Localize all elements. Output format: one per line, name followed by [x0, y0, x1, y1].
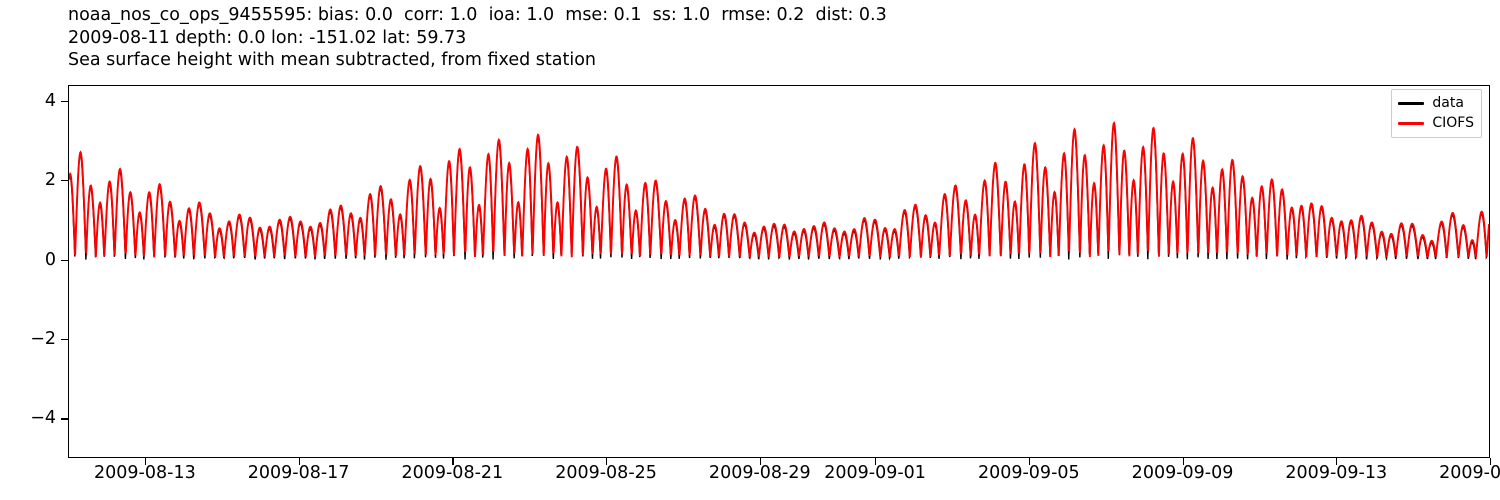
y-tick-label: −2: [30, 328, 56, 349]
y-tick-label: 4: [44, 90, 56, 111]
figure-title: noaa_nos_co_ops_9455595: bias: 0.0 corr:…: [68, 4, 1488, 72]
x-tick-mark: [144, 458, 147, 465]
x-tick-mark: [875, 458, 877, 465]
x-tick-label: 2009-09-09: [1131, 463, 1234, 483]
x-tick-label: 2009-08-29: [708, 463, 811, 483]
x-tick-mark: [606, 458, 608, 465]
plot-area: data CIOFS: [68, 85, 1490, 458]
y-tick-mark: [61, 418, 68, 420]
y-tick-mark: [61, 180, 68, 182]
y-tick-label: −4: [30, 408, 56, 429]
y-tick-mark: [61, 259, 68, 261]
x-tick-label: 2009-09-17: [1439, 463, 1500, 483]
x-tick-label: 2009-09-01: [824, 463, 926, 483]
x-tick-label: 2009-09-05: [977, 463, 1080, 483]
x-tick-label: 2009-08-13: [94, 463, 196, 483]
x-tick-mark: [759, 458, 761, 465]
x-tick-mark: [1490, 458, 1492, 465]
x-tick-label: 2009-08-25: [555, 463, 657, 483]
x-tick-mark: [1028, 458, 1030, 465]
x-tick-mark: [452, 458, 454, 465]
title-line-metrics: noaa_nos_co_ops_9455595: bias: 0.0 corr:…: [68, 5, 887, 25]
title-line-variable: Sea surface height with mean subtracted,…: [68, 50, 596, 70]
x-tick-label: 2009-09-13: [1285, 463, 1388, 483]
title-line-location: 2009-08-11 depth: 0.0 lon: -151.02 lat: …: [68, 27, 467, 48]
y-tick-mark: [61, 100, 68, 103]
timeseries-plot: [69, 86, 1489, 457]
y-tick-mark: [61, 338, 68, 341]
series-line-ciofs: [69, 123, 1489, 257]
y-tick-label: 2: [44, 170, 56, 191]
legend-entry-data: data: [1398, 95, 1474, 112]
legend-swatch-ciofs: [1398, 122, 1425, 125]
legend-label-data: data: [1432, 95, 1464, 111]
legend-entry-ciofs: CIOFS: [1398, 115, 1474, 132]
x-tick-mark: [1336, 458, 1338, 465]
x-tick-label: 2009-08-21: [401, 463, 504, 483]
x-tick-mark: [1182, 458, 1184, 465]
y-tick-label: 0: [44, 249, 56, 270]
legend: data CIOFS: [1391, 89, 1482, 138]
x-tick-mark: [298, 458, 300, 465]
legend-swatch-data: [1398, 102, 1425, 105]
x-tick-label: 2009-08-17: [247, 463, 350, 483]
legend-label-ciofs: CIOFS: [1432, 115, 1474, 131]
